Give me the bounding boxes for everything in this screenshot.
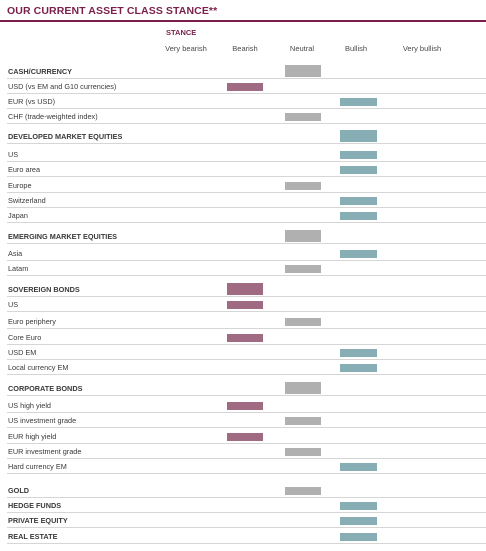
stance-bar-bullish: [340, 349, 377, 357]
stance-bar-bearish: [227, 334, 263, 342]
section-row-emerging-market-equities: EMERGING MARKET EQUITIES: [7, 228, 486, 244]
column-header-bullish: Bullish: [344, 44, 368, 53]
stance-bar-bullish: [340, 197, 377, 205]
row-label: USD EM: [8, 348, 37, 357]
column-header-bearish: Bearish: [232, 44, 258, 53]
table-row-europe: Europe: [7, 177, 486, 193]
section-row-cash-currency: CASH/CURRENCY: [7, 63, 486, 79]
stance-bar-bearish: [227, 301, 263, 309]
row-label: SOVEREIGN BONDS: [8, 285, 80, 294]
stance-bar-bearish: [227, 402, 263, 410]
section-row-corporate-bonds: CORPORATE BONDS: [7, 380, 486, 396]
stance-bar-bullish: [340, 533, 377, 541]
column-header-very-bearish: Very bearish: [165, 44, 207, 53]
row-label: Japan: [8, 211, 28, 220]
row-label: Local currency EM: [8, 363, 69, 372]
section-row-gold: GOLD: [7, 482, 486, 498]
row-label: Europe: [8, 181, 32, 190]
stance-bar-neutral: [285, 382, 321, 394]
row-label: REAL ESTATE: [8, 532, 58, 541]
stance-bar-neutral: [285, 487, 321, 495]
stance-bar-bullish: [340, 502, 377, 510]
row-label: Euro area: [8, 165, 41, 174]
section-row-hedge-funds: HEDGE FUNDS: [7, 497, 486, 513]
table-row-eur-vs-usd: EUR (vs USD): [7, 93, 486, 109]
row-label: EMERGING MARKET EQUITIES: [8, 232, 118, 241]
stance-bar-bearish: [227, 433, 263, 441]
table-row-us: US: [7, 296, 486, 312]
row-label: EUR investment grade: [8, 447, 82, 456]
column-header-very-bullish: Very bullish: [402, 44, 442, 53]
table-row-asia: Asia: [7, 245, 486, 261]
row-label: US: [8, 150, 19, 159]
stance-bar-bullish: [340, 166, 377, 174]
table-row-us-high-yield: US high yield: [7, 397, 486, 413]
section-row-real-estate: REAL ESTATE: [7, 528, 486, 544]
table-row-us: US: [7, 146, 486, 162]
row-label: GOLD: [8, 486, 30, 495]
stance-bar-bullish: [340, 98, 377, 106]
stance-bar-bullish: [340, 250, 377, 258]
stance-bar-neutral: [285, 113, 321, 121]
section-row-private-equity: PRIVATE EQUITY: [7, 512, 486, 528]
stance-bar-neutral: [285, 182, 321, 190]
table-row-switzerland: Switzerland: [7, 192, 486, 208]
row-label: US investment grade: [8, 416, 77, 425]
row-label: Latam: [8, 264, 29, 273]
row-label: US: [8, 300, 19, 309]
table-row-eur-high-yield: EUR high yield: [7, 428, 486, 444]
row-label: DEVELOPED MARKET EQUITIES: [8, 132, 123, 141]
stance-bar-bearish: [227, 283, 263, 295]
stance-bar-bullish: [340, 364, 377, 372]
stance-bar-neutral: [285, 318, 321, 326]
table-row-japan: Japan: [7, 207, 486, 223]
table-row-chf-trade-weighted-index: CHF (trade-weighted index): [7, 108, 486, 124]
table-row-local-currency-em: Local currency EM: [7, 359, 486, 375]
section-row-developed-market-equities: DEVELOPED MARKET EQUITIES: [7, 128, 486, 144]
row-label: CORPORATE BONDS: [8, 384, 83, 393]
row-label: PRIVATE EQUITY: [8, 516, 68, 525]
stance-bar-bullish: [340, 517, 377, 525]
page-title: OUR CURRENT ASSET CLASS STANCE**: [7, 5, 218, 17]
table-row-usd-em: USD EM: [7, 344, 486, 360]
stance-bar-bullish: [340, 463, 377, 471]
stance-heading: STANCE: [166, 28, 197, 37]
section-row-sovereign-bonds: SOVEREIGN BONDS: [7, 281, 486, 297]
table-row-core-euro: Core Euro: [7, 329, 486, 345]
stance-bar-bearish: [227, 83, 263, 91]
row-label: EUR high yield: [8, 432, 57, 441]
column-header-neutral: Neutral: [289, 44, 315, 53]
table-row-euro-area: Euro area: [7, 161, 486, 177]
row-label: Euro periphery: [8, 317, 56, 326]
stance-bar-neutral: [285, 65, 321, 77]
title-divider: [0, 20, 486, 22]
row-label: CHF (trade-weighted index): [8, 112, 98, 121]
row-label: HEDGE FUNDS: [8, 501, 62, 510]
row-label: Core Euro: [8, 333, 42, 342]
stance-bar-bullish: [340, 130, 377, 142]
stance-bar-neutral: [285, 448, 321, 456]
table-row-euro-periphery: Euro periphery: [7, 313, 486, 329]
stance-bar-bullish: [340, 212, 377, 220]
table-row-us-investment-grade: US investment grade: [7, 412, 486, 428]
row-label: Hard currency EM: [8, 462, 67, 471]
row-label: CASH/CURRENCY: [8, 67, 73, 76]
table-row-latam: Latam: [7, 260, 486, 276]
row-label: USD (vs EM and G10 currencies): [8, 82, 117, 91]
table-row-hard-currency-em: Hard currency EM: [7, 458, 486, 474]
row-label: US high yield: [8, 401, 51, 410]
table-row-usd-vs-em-and-g10-currencies: USD (vs EM and G10 currencies): [7, 78, 486, 94]
stance-bar-neutral: [285, 230, 321, 242]
row-label: EUR (vs USD): [8, 97, 56, 106]
row-label: Asia: [8, 249, 23, 258]
table-row-eur-investment-grade: EUR investment grade: [7, 443, 486, 459]
stance-bar-bullish: [340, 151, 377, 159]
row-label: Switzerland: [8, 196, 46, 205]
stance-bar-neutral: [285, 265, 321, 273]
stance-bar-neutral: [285, 417, 321, 425]
